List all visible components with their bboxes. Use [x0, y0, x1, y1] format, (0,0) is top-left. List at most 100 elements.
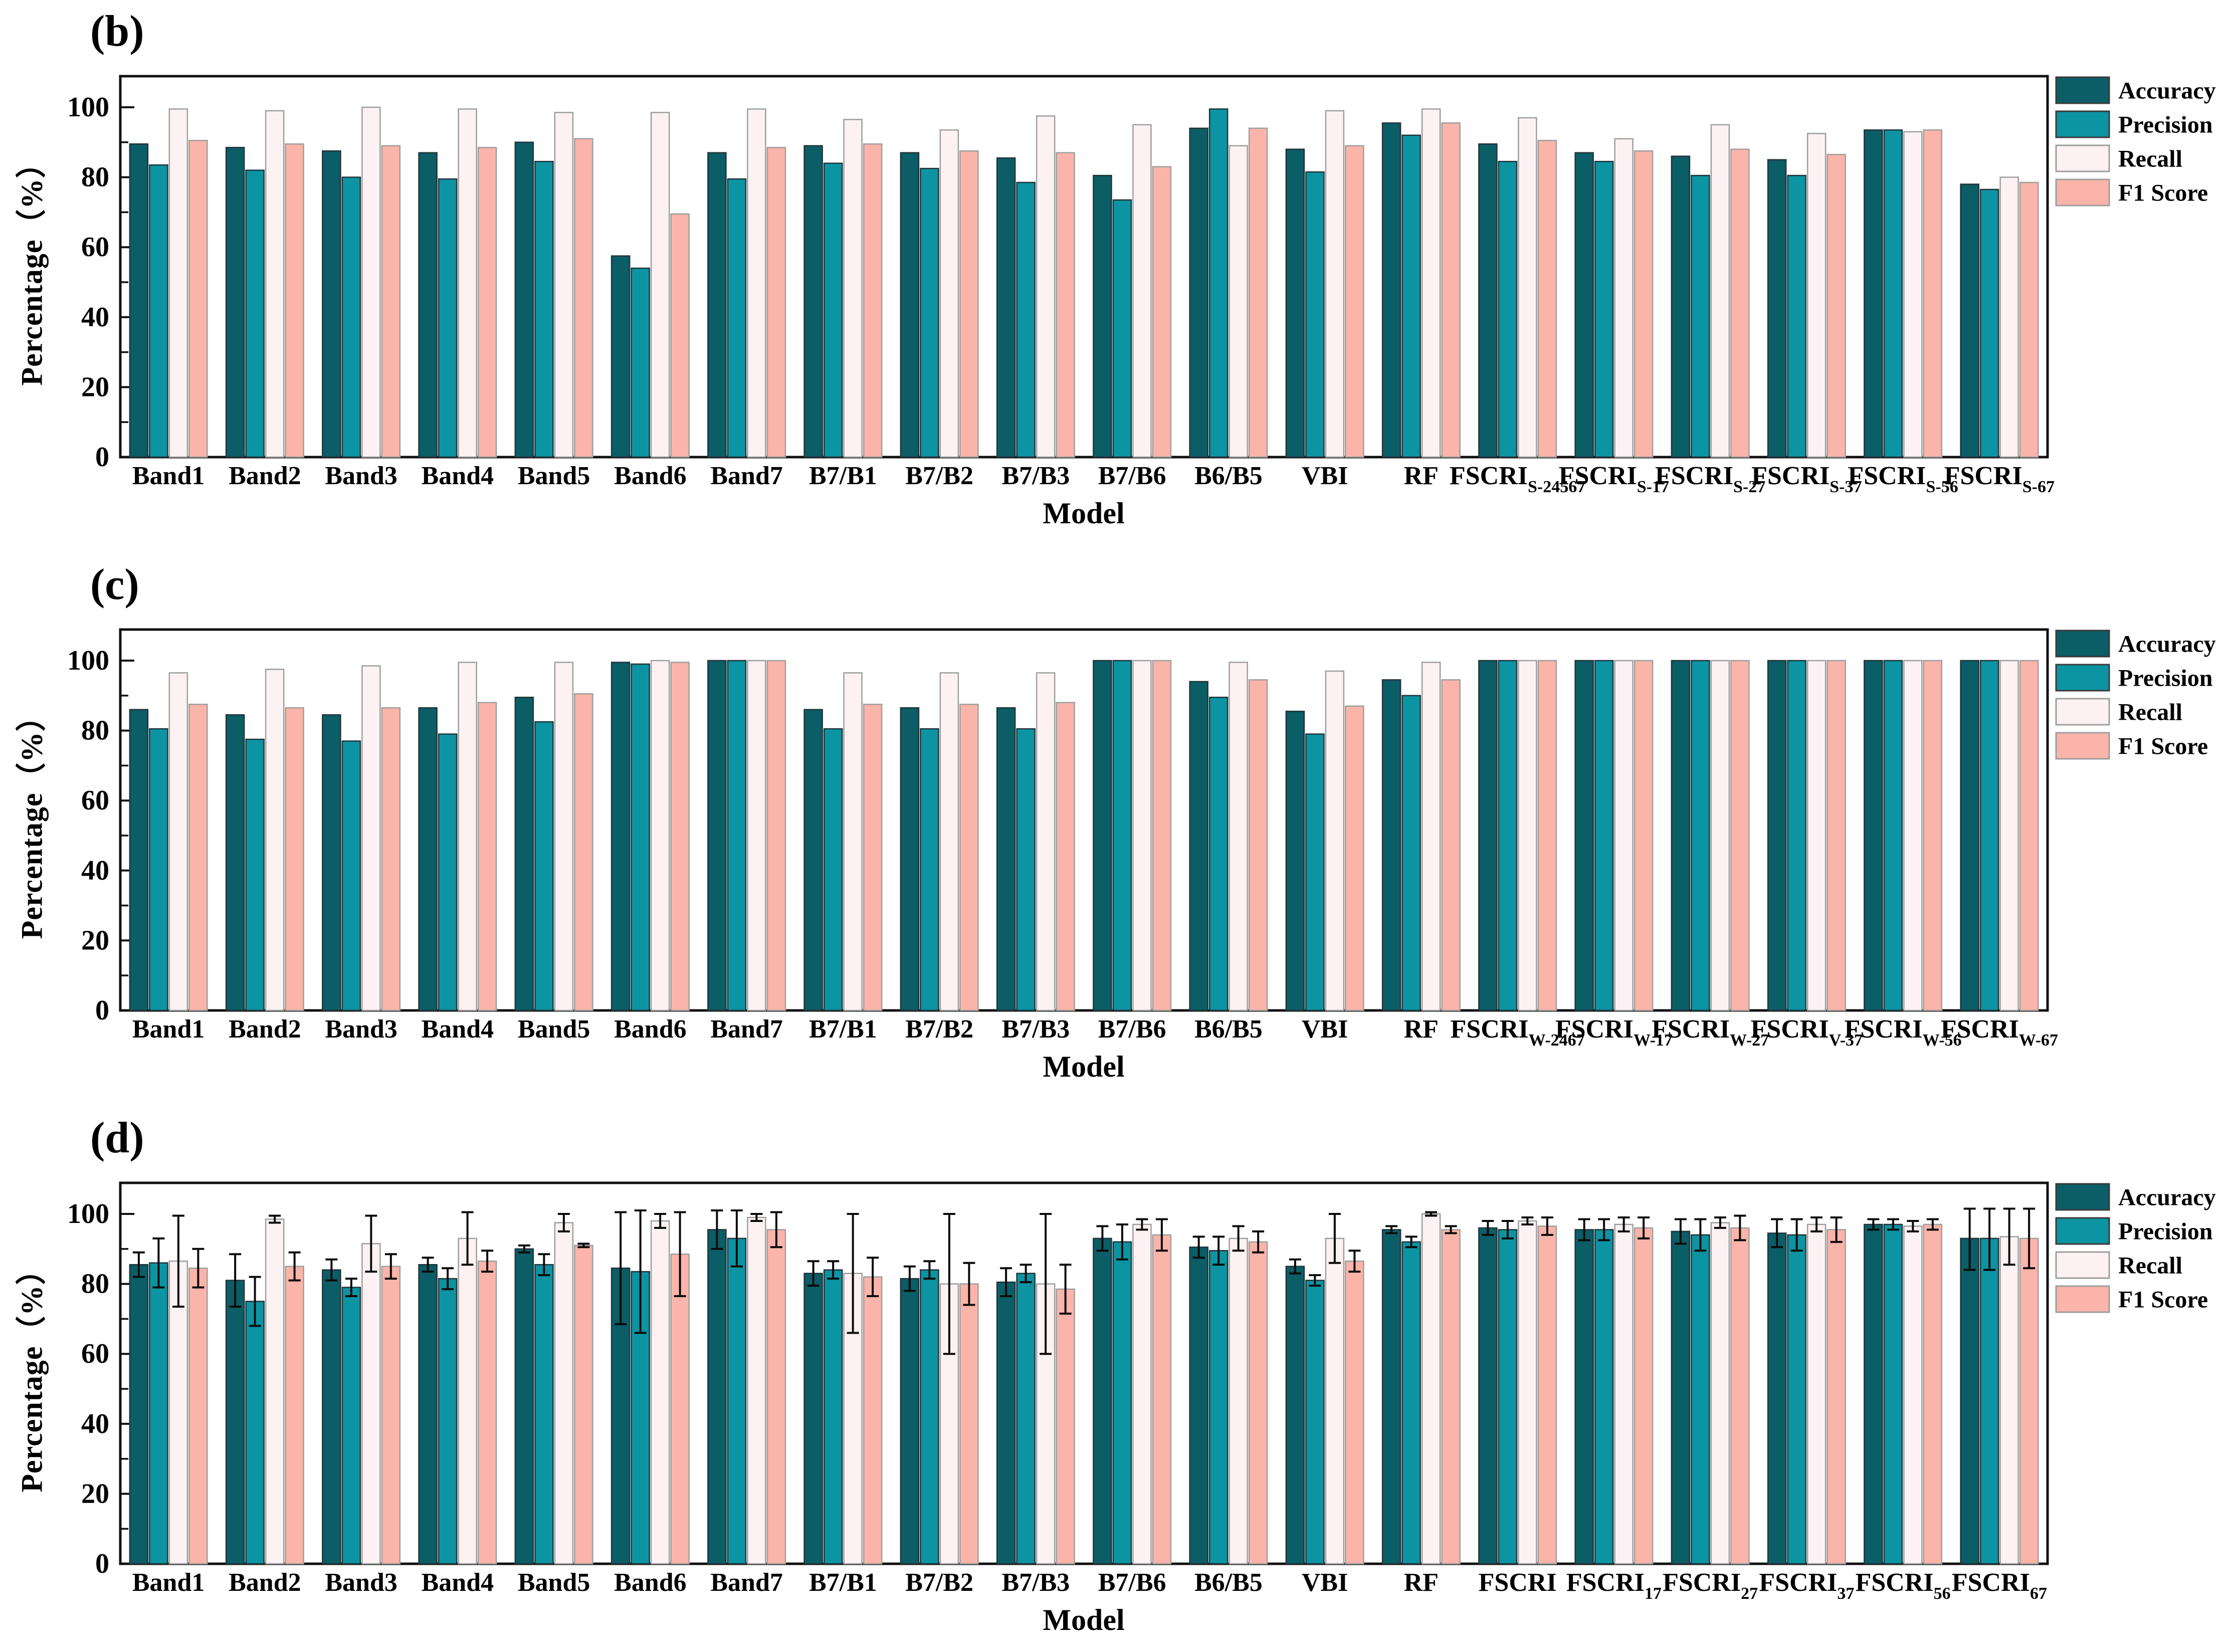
bar-f1-score	[1730, 148, 1750, 458]
plot-frame	[119, 75, 2049, 459]
bar-accuracy	[418, 707, 438, 1011]
bar-precision	[438, 178, 458, 458]
bar-f1-score	[2019, 660, 2039, 1011]
bar-group-b7-b6	[1093, 660, 1172, 1011]
bar-precision	[1401, 695, 1421, 1011]
bar-f1-score	[1152, 1234, 1172, 1565]
x-category-label: Band3	[325, 462, 397, 490]
bar-accuracy	[418, 152, 438, 458]
bar-precision	[1208, 697, 1229, 1011]
bar-accuracy	[1478, 1227, 1498, 1565]
bar-precision	[341, 1287, 361, 1565]
bar-recall	[554, 112, 574, 458]
bar-group-b7-b1	[803, 119, 883, 458]
bar-f1-score	[1923, 1223, 1943, 1565]
bar-accuracy	[322, 1269, 341, 1565]
bar-accuracy	[1093, 1237, 1112, 1565]
bar-accuracy	[322, 714, 341, 1011]
bar-precision	[1498, 1229, 1518, 1565]
bar-precision	[341, 740, 361, 1011]
y-tick-label: 0	[95, 442, 109, 473]
bar-f1-score	[1537, 660, 1557, 1011]
bar-accuracy	[1285, 1266, 1305, 1565]
bar-accuracy	[322, 150, 341, 458]
bar-accuracy	[1767, 1232, 1787, 1565]
bar-accuracy	[514, 1248, 534, 1565]
bar-accuracy	[225, 714, 245, 1011]
bar-group-band4	[418, 662, 497, 1011]
legend-label: Accuracy	[2118, 631, 2216, 658]
bar-f1-score	[1634, 150, 1654, 458]
panel-d: 0 20 40 60 80 100 Band1 Band2 Band3 Band4 Band5 Ban…	[0, 1109, 2231, 1652]
legend-swatch	[2055, 1251, 2110, 1279]
bar-precision	[727, 1237, 747, 1565]
x-category-label: RF	[1404, 462, 1439, 490]
panel-d-bar-chart: 0 20 40 60 80 100 Band1 Band2 Band3 Band4 Band5 Ban…	[67, 1181, 2216, 1603]
bar-precision	[631, 267, 650, 458]
bar-recall	[168, 1260, 188, 1565]
panel-c: 0 20 40 60 80 100 Band1 Band2 Band3 Band4 Band5 Ban…	[0, 555, 2231, 1099]
bar-precision	[341, 176, 361, 458]
x-category-label: Band4	[422, 1015, 494, 1044]
legend-label: Accuracy	[2118, 1184, 2216, 1211]
bar-group-fscris-37	[1767, 133, 1846, 458]
bar-accuracy	[803, 145, 823, 458]
bar-f1-score	[1730, 1227, 1750, 1565]
bar-accuracy	[1671, 155, 1691, 458]
bar-precision	[1112, 660, 1132, 1011]
bar-group-rf	[1381, 108, 1461, 458]
y-tick-label: 80	[81, 1269, 109, 1300]
bar-group-band1	[129, 1214, 208, 1565]
bar-accuracy	[1574, 1229, 1594, 1565]
panel-b-bar-chart: 0 20 40 60 80 100 Band1 Band2 Band3 Band4 Band5 Ban…	[67, 75, 2216, 496]
bar-recall	[650, 112, 670, 458]
x-category-label: Band5	[518, 462, 590, 490]
bar-group-b6-b5	[1189, 108, 1268, 458]
bar-precision	[1594, 660, 1614, 1011]
bar-precision	[1979, 188, 1999, 458]
bar-group-band5	[514, 112, 593, 458]
bar-accuracy	[1381, 122, 1401, 458]
bar-precision	[534, 721, 554, 1011]
x-category-label: FSCRIS-37	[1751, 462, 1862, 496]
x-category-label: B7/B1	[809, 462, 877, 490]
legend-swatch	[2055, 698, 2110, 726]
bar-group-rf	[1381, 1211, 1461, 1565]
bar-group-fscriw-56	[1864, 660, 1943, 1011]
legend-item-accuracy: Accuracy	[2055, 630, 2216, 658]
bar-f1-score	[863, 704, 883, 1011]
y-tick-label: 100	[67, 92, 109, 123]
bar-precision	[1016, 728, 1036, 1011]
bar-recall	[939, 129, 959, 458]
bar-group-band2	[225, 1214, 304, 1565]
bar-f1-score	[188, 140, 208, 458]
bar-recall	[1614, 660, 1634, 1011]
bar-group-band3	[322, 665, 401, 1011]
bar-recall	[1806, 1223, 1827, 1565]
bar-recall	[1806, 660, 1827, 1011]
bar-f1-score	[1345, 1260, 1364, 1565]
bar-f1-score	[1537, 1225, 1557, 1565]
x-category-label: FSCRI56	[1856, 1568, 1951, 1603]
bar-f1-score	[1441, 1229, 1461, 1565]
bar-f1-score	[285, 707, 304, 1011]
bar-accuracy	[996, 1281, 1016, 1565]
legend-item-f1-score: F1 Score	[2055, 732, 2208, 760]
bar-precision	[1787, 174, 1806, 458]
bar-f1-score	[2019, 1237, 2039, 1565]
bar-f1-score	[1248, 127, 1268, 458]
bar-recall	[1999, 1236, 2019, 1565]
bar-recall	[1229, 1237, 1248, 1565]
x-category-label: FSCRI67	[1952, 1568, 2047, 1603]
bar-precision	[1787, 660, 1806, 1011]
bar-accuracy	[225, 147, 245, 458]
legend-item-accuracy: Accuracy	[2055, 1183, 2216, 1211]
bar-f1-score	[1634, 1227, 1654, 1565]
legend-item-recall: Recall	[2055, 144, 2182, 172]
bar-precision	[1401, 1241, 1421, 1565]
bar-group-band5	[514, 662, 593, 1011]
bar-group-b7-b3	[996, 1213, 1075, 1565]
x-category-label: B7/B3	[1001, 462, 1070, 490]
bar-f1-score	[1634, 660, 1654, 1011]
